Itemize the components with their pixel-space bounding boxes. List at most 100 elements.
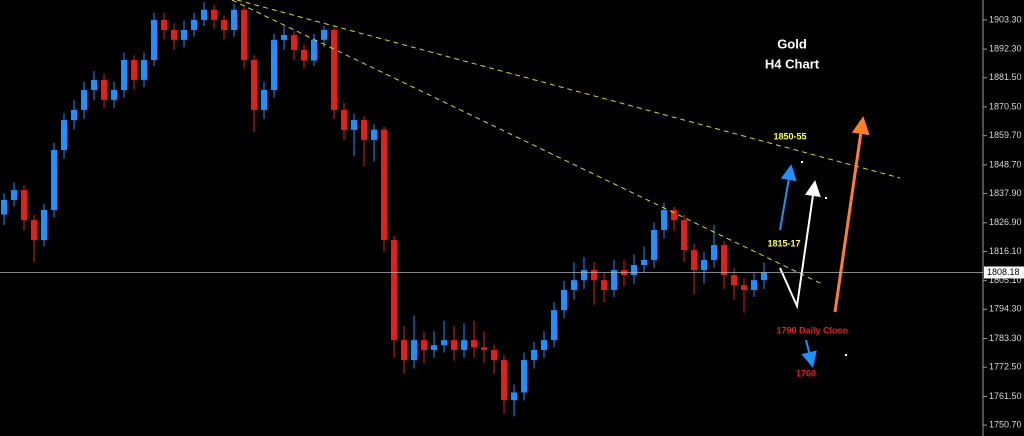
candle-body bbox=[511, 392, 517, 401]
dot bbox=[825, 197, 827, 199]
dot bbox=[801, 161, 803, 163]
y-tick-label: 1750.70 bbox=[989, 419, 1022, 429]
candle-body bbox=[21, 190, 27, 221]
candle-body bbox=[231, 9, 237, 31]
candle-body bbox=[431, 345, 437, 350]
candle-body bbox=[661, 210, 667, 230]
candle-body bbox=[471, 340, 477, 348]
candle-body bbox=[581, 270, 587, 281]
annotation: 1790 Daily Close bbox=[776, 325, 847, 335]
y-tick-label: 1794.30 bbox=[989, 304, 1022, 314]
trendline bbox=[236, 0, 901, 179]
candle-body bbox=[191, 19, 197, 31]
candle-body bbox=[201, 9, 207, 20]
candle-body bbox=[601, 280, 607, 290]
y-tick-label: 1892.30 bbox=[989, 43, 1022, 53]
candle-body bbox=[161, 19, 167, 31]
candle-body bbox=[211, 9, 217, 20]
price-label-box bbox=[984, 266, 1024, 279]
candle-body bbox=[451, 340, 457, 350]
candle-body bbox=[81, 90, 87, 110]
candle-body bbox=[281, 35, 287, 40]
candle-body bbox=[41, 210, 47, 241]
candle-body bbox=[521, 360, 527, 393]
candle-body bbox=[171, 30, 177, 40]
candle-body bbox=[291, 35, 297, 50]
candle-body bbox=[221, 19, 227, 31]
candle-body bbox=[381, 129, 387, 241]
candle-body bbox=[591, 270, 597, 281]
candle-body bbox=[181, 30, 187, 40]
candle-body bbox=[721, 245, 727, 276]
trendline bbox=[231, 0, 823, 285]
y-tick-label: 1805.10 bbox=[989, 275, 1022, 285]
candle-body bbox=[501, 360, 507, 401]
candle-body bbox=[481, 347, 487, 350]
annotation: 1815-17 bbox=[767, 238, 800, 248]
candle-body bbox=[751, 280, 757, 290]
candle-body bbox=[11, 190, 17, 200]
candle-body bbox=[681, 220, 687, 251]
candle-body bbox=[651, 229, 657, 260]
candle-body bbox=[441, 340, 447, 346]
candle-body bbox=[561, 289, 567, 311]
candle-body bbox=[91, 79, 97, 91]
candle-body bbox=[301, 49, 307, 61]
candle-body bbox=[691, 250, 697, 271]
annotation: 1760 bbox=[796, 368, 816, 378]
y-tick-label: 1903.30 bbox=[989, 14, 1022, 24]
candle-body bbox=[571, 280, 577, 290]
candle-body bbox=[101, 79, 107, 100]
candle-body bbox=[141, 60, 147, 80]
candle-body bbox=[611, 270, 617, 290]
candle-body bbox=[71, 109, 77, 121]
candle-body bbox=[361, 120, 367, 140]
chart-title: Gold bbox=[777, 36, 807, 51]
y-tick-label: 1783.30 bbox=[989, 333, 1022, 343]
candle-body bbox=[271, 39, 277, 91]
candles bbox=[1, 2, 767, 417]
candle-body bbox=[631, 264, 637, 276]
candle-body bbox=[411, 340, 417, 361]
chart-subtitle: H4 Chart bbox=[765, 56, 820, 71]
candle-body bbox=[391, 240, 397, 341]
candle-body bbox=[741, 285, 747, 290]
candle-body bbox=[491, 349, 497, 361]
candle-body bbox=[51, 150, 57, 211]
y-tick-label: 1870.50 bbox=[989, 101, 1022, 111]
candle-body bbox=[61, 120, 67, 151]
candle-body bbox=[331, 30, 337, 110]
y-tick-label: 1837.90 bbox=[989, 188, 1022, 198]
y-tick-label: 1816.10 bbox=[989, 246, 1022, 256]
candle-body bbox=[121, 60, 127, 91]
y-tick-label: 1826.90 bbox=[989, 217, 1022, 227]
candle-body bbox=[371, 129, 377, 140]
candle-body bbox=[731, 275, 737, 286]
candle-body bbox=[671, 210, 677, 221]
candle-body bbox=[531, 349, 537, 361]
candle-body bbox=[1, 199, 7, 215]
candle-body bbox=[131, 60, 137, 80]
y-tick-label: 1881.50 bbox=[989, 72, 1022, 82]
arrow bbox=[801, 339, 817, 368]
arrow bbox=[779, 164, 797, 231]
candle-body bbox=[251, 60, 257, 110]
dot bbox=[845, 354, 847, 356]
y-tick-label: 1761.50 bbox=[989, 391, 1022, 401]
price-label: 1808.18 bbox=[987, 267, 1020, 277]
candle-body bbox=[341, 109, 347, 130]
candle-body bbox=[421, 340, 427, 350]
candle-body bbox=[461, 340, 467, 350]
candle-body bbox=[761, 272, 767, 281]
y-tick-label: 1772.50 bbox=[989, 362, 1022, 372]
annotation: 1850-55 bbox=[773, 131, 806, 141]
candle-body bbox=[151, 19, 157, 61]
candle-body bbox=[111, 90, 117, 100]
candle-body bbox=[31, 220, 37, 241]
arrow bbox=[779, 180, 821, 310]
y-tick-label: 1848.70 bbox=[989, 159, 1022, 169]
candle-body bbox=[261, 90, 267, 110]
